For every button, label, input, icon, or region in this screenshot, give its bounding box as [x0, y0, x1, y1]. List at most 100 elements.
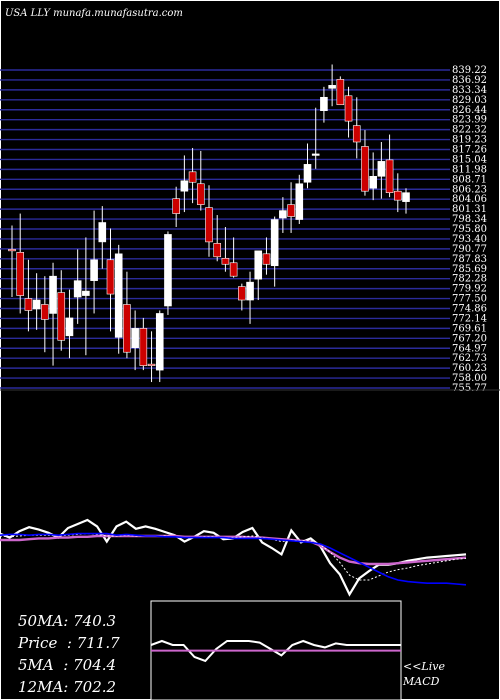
price-level-labels: 839.22836.92833.34829.03826.44823.99822.… [452, 65, 487, 394]
candle-body [8, 249, 16, 252]
stat-12ma-label: 12MA [18, 678, 64, 696]
candle-body [402, 192, 410, 202]
candle-body [49, 275, 57, 314]
candle-body [262, 253, 271, 265]
price-level-label: 764.97 [452, 343, 487, 354]
price-level-label: 779.92 [452, 284, 487, 295]
price-level-label: 795.80 [452, 224, 487, 235]
candle-body [147, 363, 156, 366]
candle-body [131, 328, 139, 349]
candle-body [344, 95, 353, 122]
price-level-label: 772.14 [452, 313, 487, 324]
candle-body [180, 180, 189, 192]
price-gridlines [0, 69, 450, 389]
stat-12ma: 12MA: 702.2 [18, 678, 116, 696]
price-level-label: 822.32 [452, 125, 487, 136]
candle-body [221, 257, 230, 265]
candle-body [24, 298, 33, 311]
candlestick-series [8, 64, 410, 383]
candle-body [196, 183, 205, 205]
candle-body [90, 259, 98, 281]
price-level-label: 829.03 [452, 95, 487, 106]
stat-price: Price : 711.7 [18, 634, 120, 652]
stat-sep: : [63, 678, 74, 696]
macd-live-label: <<Live [403, 660, 445, 673]
price-level-label: 811.98 [452, 164, 487, 175]
price-level-label: 793.40 [452, 234, 487, 245]
candle-body [385, 159, 394, 193]
price-level-label: 826.44 [452, 105, 487, 116]
price-level-label: 804.06 [452, 194, 487, 205]
candle-body [393, 190, 402, 201]
price-level-label: 790.77 [452, 244, 487, 255]
price-level-label: 819.23 [452, 135, 487, 146]
moving-average-panel [0, 518, 467, 597]
candle-body [320, 96, 328, 111]
candle-body [98, 222, 107, 243]
stat-5ma-value: 704.4 [73, 656, 117, 674]
macd-lines [150, 639, 401, 663]
candle-body [328, 85, 336, 89]
price-level-label: 823.99 [452, 115, 487, 126]
candle-body [270, 219, 279, 267]
price-level-label: 801.31 [452, 204, 487, 215]
candle-body [32, 299, 41, 310]
price-level-label: 782.28 [452, 274, 487, 285]
price-level-label: 769.61 [452, 323, 487, 334]
candle-body [287, 204, 295, 217]
candle-body [188, 171, 197, 183]
price-level-label: 808.71 [452, 174, 487, 185]
stat-sep: : [57, 634, 77, 652]
candle-body [336, 79, 345, 106]
candle-body [352, 125, 361, 143]
stat-sep: : [63, 612, 74, 630]
price-level-label: 787.83 [452, 254, 487, 265]
candle-body [311, 153, 320, 156]
price-level-label: 798.34 [452, 214, 487, 225]
candle-body [361, 146, 369, 192]
candle-body [73, 280, 82, 298]
candle-body [172, 198, 180, 214]
price-level-label: 755.77 [452, 383, 487, 394]
candle-body [114, 253, 123, 338]
candle-body [16, 252, 25, 296]
candle-body [139, 328, 148, 366]
price-level-label: 774.86 [452, 304, 487, 315]
stat-sep: : [53, 656, 74, 674]
price-level-label: 760.23 [452, 363, 487, 374]
stat-12ma-value: 702.2 [73, 678, 117, 696]
stat-price-label: Price [18, 634, 58, 652]
stat-50ma-value: 740.3 [73, 612, 117, 630]
ma-line-long [0, 534, 467, 566]
price-level-label: 806.23 [452, 184, 487, 195]
stat-price-value: 711.7 [76, 634, 120, 652]
candle-body [41, 304, 49, 320]
candle-body [205, 207, 213, 243]
candle-body [246, 281, 254, 301]
candle-body [303, 164, 312, 183]
stat-5ma-label: 5MA [18, 656, 54, 674]
price-level-label: 762.73 [452, 353, 487, 364]
candle-body [279, 210, 287, 219]
candle-body [164, 234, 172, 307]
ma-line-short [0, 532, 467, 586]
candle-body [295, 183, 304, 220]
stat-5ma: 5MA : 704.4 [18, 656, 116, 674]
candle-body [65, 317, 74, 337]
candle-body [254, 250, 263, 280]
macd-line [150, 639, 401, 663]
price-level-label: 836.92 [452, 75, 487, 86]
candle-body [369, 175, 377, 189]
candle-body [106, 259, 115, 295]
candle-body [238, 286, 246, 301]
price-level-label: 815.04 [452, 154, 487, 165]
price-level-label: 833.34 [452, 85, 487, 96]
price-level-label: 758.00 [452, 373, 487, 384]
candle-body [213, 243, 222, 258]
price-level-label: 839.22 [452, 65, 487, 76]
watermark: USA LLY munafa.munafasutra.com [5, 8, 183, 19]
candle-body [155, 313, 164, 371]
stat-50ma-label: 50MA [18, 612, 64, 630]
price-level-label: 817.26 [452, 145, 487, 156]
